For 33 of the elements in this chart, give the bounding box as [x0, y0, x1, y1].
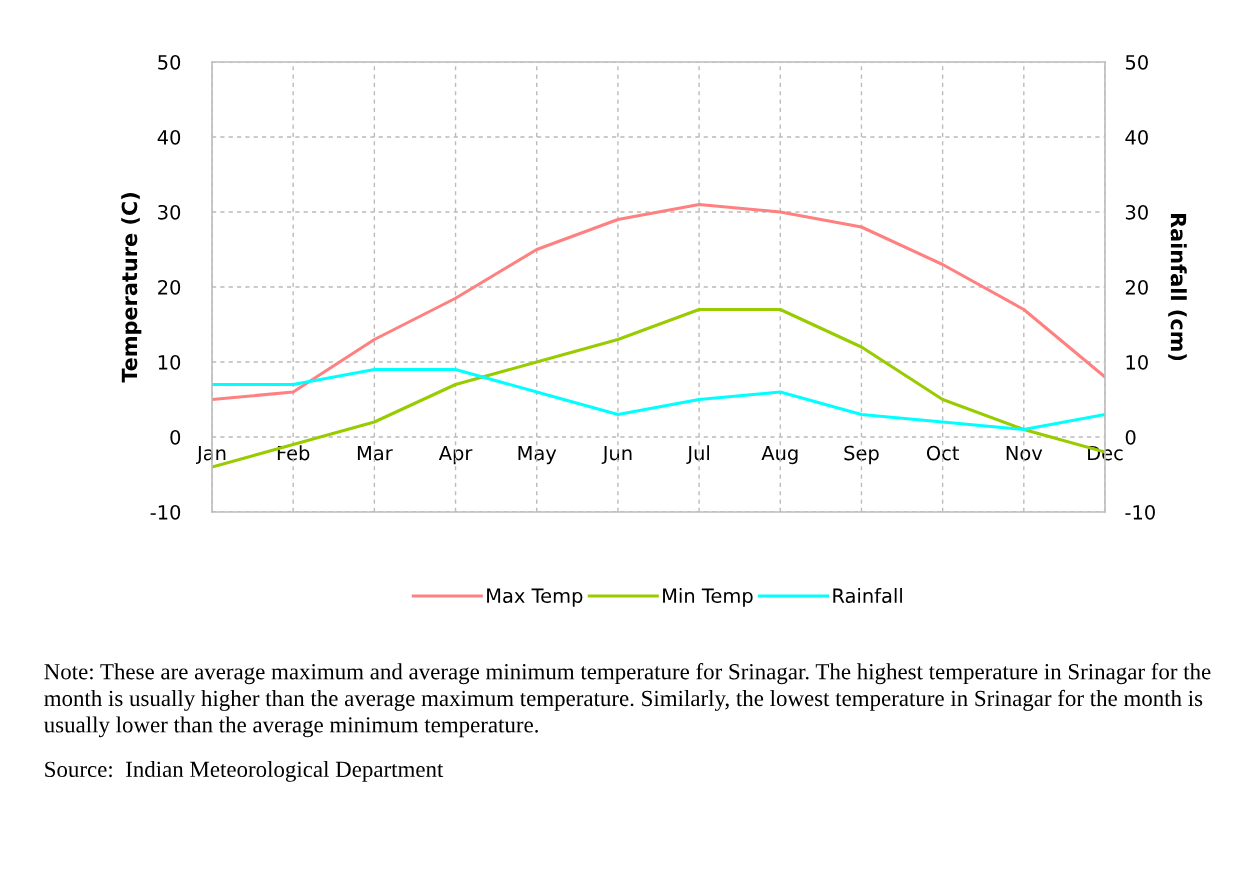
x-tick-label: Jan: [196, 445, 226, 464]
y-tick-label: 40: [157, 129, 181, 145]
x-tick-label: Jul: [686, 445, 709, 464]
y2-tick-label: -10: [1125, 504, 1155, 520]
y-tick-label: 0: [170, 429, 181, 445]
text: Note: These are average maximum and average minimum temperature for Srinagar. The highest temperature in Srinagar for the month is usually higher than the average maximum temperature. Similarly, the lowest temperature in Srinagar for the month is usually lower than the average minimum temperature.: [44, 663, 1211, 738]
x-tick-label: Oct: [926, 445, 959, 461]
y-tick-label: -10: [150, 504, 181, 520]
legend-label: Min Temp: [663, 588, 753, 607]
y-tick-label: 30: [158, 204, 181, 220]
legend-label: Rainfall: [833, 588, 902, 604]
line-series: [212, 367, 1105, 432]
y2-tick-label: 0: [1125, 429, 1136, 445]
y2-tick-label: 40: [1125, 129, 1148, 145]
y2-axis-title: Rainfall (cm): [1168, 214, 1187, 361]
source-note: Source: Indian Meteorological Department: [45, 760, 444, 782]
y-tick-label: 10: [158, 354, 181, 370]
y2-tick-label: 10: [1126, 354, 1148, 370]
x-tick-label: Aug: [761, 445, 798, 465]
line-series: [212, 202, 1105, 402]
x-tick-label: Apr: [438, 445, 473, 465]
x-tick-label: Mar: [357, 445, 393, 461]
y2-tick-label: 50: [1125, 54, 1148, 70]
x-tick-label: May: [518, 445, 557, 465]
x-tick-label: Nov: [1006, 445, 1043, 461]
y-axis-title: Temperature (C): [121, 193, 142, 383]
y2-tick-label: 20: [1125, 279, 1148, 295]
y-tick-label: 50: [158, 54, 181, 70]
x-tick-label: Sep: [844, 445, 879, 465]
legend-label: Max Temp: [487, 588, 583, 607]
y2-tick-label: 30: [1125, 204, 1148, 220]
y-tick-label: 20: [158, 279, 181, 295]
x-tick-label: Jun: [601, 445, 632, 464]
